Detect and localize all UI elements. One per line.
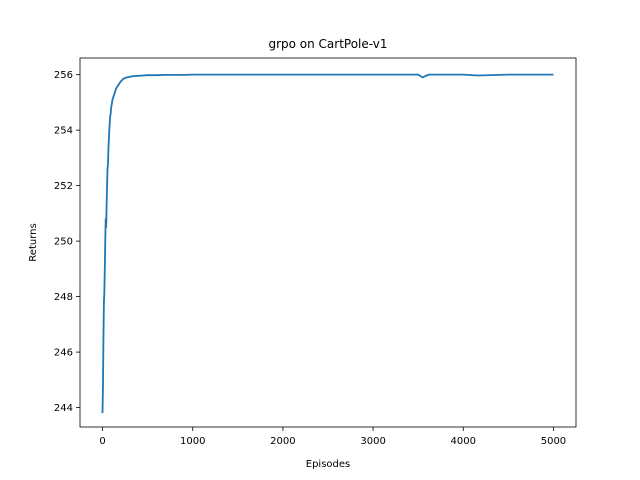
x-tick-label: 4000 — [451, 436, 476, 447]
y-tick-label: 250 — [54, 237, 73, 248]
y-tick-label: 256 — [54, 70, 73, 81]
y-tick-label: 244 — [54, 403, 73, 414]
y-tick-label: 246 — [54, 348, 73, 359]
x-tick-label: 3000 — [360, 436, 385, 447]
y-axis-label: Returns — [28, 223, 39, 261]
y-axis-ticks: 244 246 248 250 252 254 256 — [54, 70, 80, 414]
series-line — [101, 73, 554, 414]
y-tick-label: 252 — [54, 181, 73, 192]
plot-line-layer — [101, 73, 554, 414]
x-tick-label: 2000 — [270, 436, 295, 447]
plot-frame — [79, 57, 577, 428]
x-tick-label: 0 — [99, 436, 105, 447]
chart-title: grpo on CartPole-v1 — [268, 37, 387, 51]
x-tick-label: 1000 — [180, 436, 205, 447]
x-axis-ticks: 0 1000 2000 3000 4000 5000 — [99, 427, 566, 447]
x-tick-label: 5000 — [541, 436, 566, 447]
x-axis-label: Episodes — [306, 459, 350, 470]
y-tick-label: 248 — [54, 292, 73, 303]
y-tick-label: 254 — [54, 126, 73, 137]
